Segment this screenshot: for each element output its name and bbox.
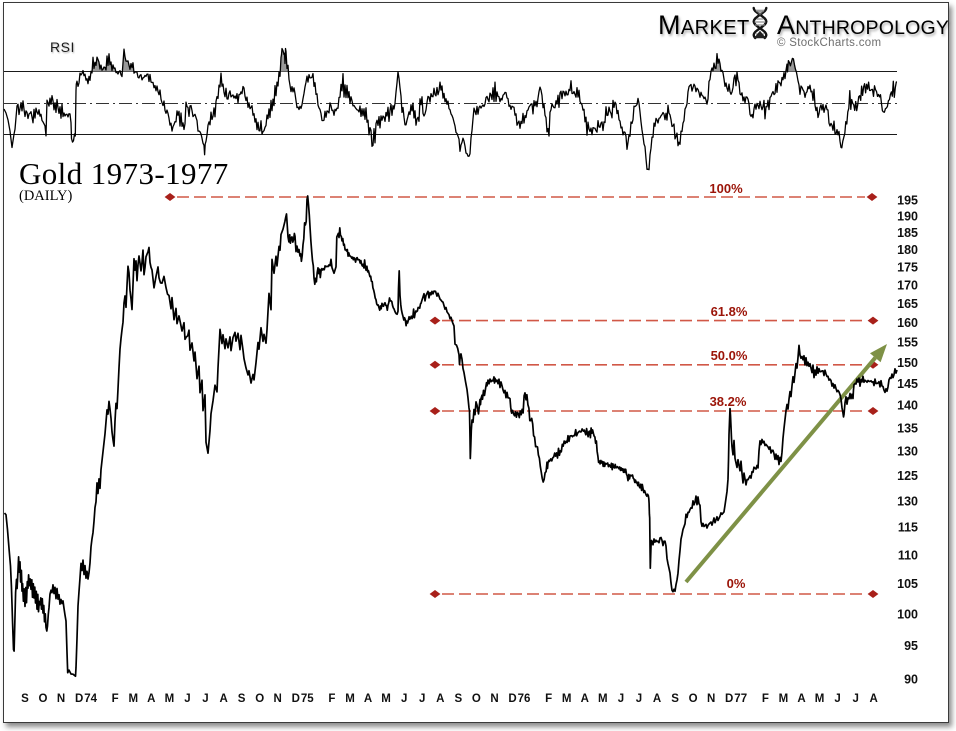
svg-text:O: O bbox=[689, 693, 698, 705]
svg-text:170: 170 bbox=[897, 278, 918, 292]
svg-text:O: O bbox=[472, 693, 481, 705]
svg-text:125: 125 bbox=[897, 469, 918, 483]
svg-text:MARKET: MARKET bbox=[658, 10, 750, 40]
svg-text:95: 95 bbox=[904, 639, 918, 653]
svg-text:N: N bbox=[274, 693, 282, 705]
svg-text:105: 105 bbox=[897, 577, 918, 591]
svg-text:F: F bbox=[545, 693, 552, 705]
svg-text:M: M bbox=[129, 693, 139, 705]
svg-text:(DAILY): (DAILY) bbox=[19, 188, 72, 204]
svg-text:100%: 100% bbox=[709, 181, 743, 196]
svg-text:N: N bbox=[57, 693, 65, 705]
svg-text:A: A bbox=[436, 693, 444, 705]
svg-text:S: S bbox=[238, 693, 246, 705]
svg-text:A: A bbox=[364, 693, 372, 705]
svg-text:J: J bbox=[202, 693, 208, 705]
svg-text:160: 160 bbox=[897, 316, 918, 330]
svg-text:D: D bbox=[508, 693, 516, 705]
svg-text:A: A bbox=[147, 693, 155, 705]
svg-text:D: D bbox=[725, 693, 733, 705]
svg-text:115: 115 bbox=[898, 521, 918, 535]
svg-text:165: 165 bbox=[897, 297, 918, 311]
svg-text:90: 90 bbox=[904, 673, 918, 687]
svg-text:76: 76 bbox=[518, 693, 531, 705]
svg-text:D: D bbox=[292, 693, 300, 705]
svg-text:0%: 0% bbox=[727, 576, 746, 591]
svg-text:77: 77 bbox=[734, 693, 747, 705]
svg-text:J: J bbox=[401, 693, 407, 705]
svg-text:RSI: RSI bbox=[50, 39, 75, 55]
svg-text:S: S bbox=[454, 693, 462, 705]
svg-text:F: F bbox=[328, 693, 335, 705]
svg-text:A: A bbox=[653, 693, 661, 705]
svg-text:N: N bbox=[707, 693, 715, 705]
svg-text:M: M bbox=[345, 693, 355, 705]
svg-text:© StockCharts.com: © StockCharts.com bbox=[777, 37, 881, 49]
svg-text:155: 155 bbox=[897, 336, 918, 350]
svg-text:J: J bbox=[636, 693, 642, 705]
svg-text:145: 145 bbox=[897, 377, 918, 391]
svg-text:M: M bbox=[815, 693, 825, 705]
svg-text:190: 190 bbox=[897, 209, 918, 223]
svg-text:A: A bbox=[219, 693, 227, 705]
svg-text:M: M bbox=[165, 693, 175, 705]
svg-text:135: 135 bbox=[897, 421, 918, 435]
svg-text:175: 175 bbox=[897, 260, 918, 274]
svg-text:M: M bbox=[562, 693, 572, 705]
svg-text:185: 185 bbox=[897, 226, 918, 240]
svg-text:J: J bbox=[184, 693, 190, 705]
svg-text:J: J bbox=[419, 693, 425, 705]
svg-text:F: F bbox=[762, 693, 769, 705]
svg-text:F: F bbox=[112, 693, 119, 705]
svg-text:38.2%: 38.2% bbox=[710, 394, 747, 409]
svg-text:D: D bbox=[75, 693, 83, 705]
svg-text:ANTHROPOLOGY: ANTHROPOLOGY bbox=[777, 10, 949, 40]
svg-text:M: M bbox=[381, 693, 391, 705]
svg-text:A: A bbox=[581, 693, 589, 705]
svg-text:100: 100 bbox=[897, 607, 918, 621]
svg-text:M: M bbox=[779, 693, 789, 705]
svg-text:75: 75 bbox=[301, 693, 314, 705]
svg-text:A: A bbox=[870, 693, 878, 705]
svg-text:J: J bbox=[852, 693, 858, 705]
svg-text:J: J bbox=[618, 693, 624, 705]
svg-text:A: A bbox=[797, 693, 805, 705]
svg-text:50.0%: 50.0% bbox=[711, 348, 748, 363]
svg-text:O: O bbox=[255, 693, 264, 705]
svg-text:S: S bbox=[671, 693, 679, 705]
svg-text:140: 140 bbox=[897, 399, 918, 413]
svg-text:180: 180 bbox=[897, 243, 918, 257]
svg-text:N: N bbox=[490, 693, 498, 705]
svg-text:130: 130 bbox=[897, 494, 918, 508]
svg-text:130: 130 bbox=[897, 445, 918, 459]
svg-text:Gold 1973-1977: Gold 1973-1977 bbox=[19, 156, 229, 191]
svg-text:61.8%: 61.8% bbox=[711, 304, 748, 319]
svg-text:150: 150 bbox=[897, 356, 918, 370]
svg-text:J: J bbox=[834, 693, 840, 705]
svg-text:195: 195 bbox=[897, 193, 918, 207]
svg-text:M: M bbox=[598, 693, 608, 705]
svg-text:O: O bbox=[39, 693, 48, 705]
svg-text:110: 110 bbox=[898, 548, 918, 562]
svg-text:74: 74 bbox=[84, 693, 97, 705]
svg-text:S: S bbox=[21, 693, 29, 705]
